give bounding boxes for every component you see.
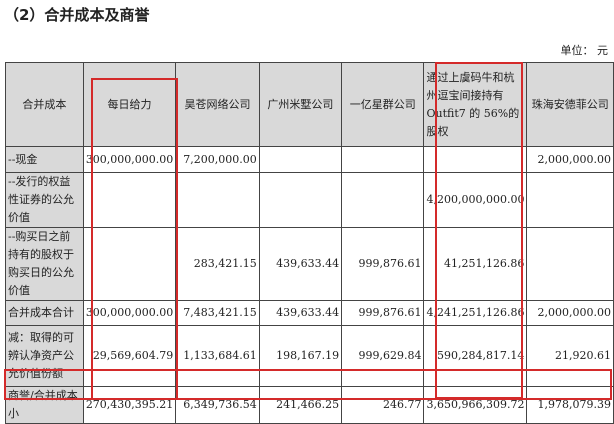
value-cell: 29,569,604.79 [82,325,177,387]
unit-label: 单位： 元 [560,44,609,57]
value-cell [341,172,425,228]
value-cell: 246.77 [341,386,425,424]
value-cell [82,227,177,301]
value-cell: 270,430,395.21 [82,386,177,424]
header-cell: 珠海安德菲公司 [526,62,614,147]
header-cell: 合并成本 [5,62,84,147]
header-row: 合并成本 每日给力 昊苍网络公司 广州米墅公司 一亿星群公司 通过上虞码牛和杭州… [5,62,614,147]
value-cell [82,172,177,228]
row-label: --购买日之前持有的股权于购买日的公允价值 [5,227,84,301]
value-cell: 2,000,000.00 [526,146,614,173]
value-cell: 590,284,817.14 [423,325,528,387]
value-cell [175,172,260,228]
header-cell: 昊苍网络公司 [175,62,260,147]
header-cell: 通过上虞码牛和杭州逗宝间接持有 Outfit7 的 56%的股权 [423,62,528,147]
header-cell: 每日给力 [82,62,177,147]
table-row: --购买日之前持有的股权于购买日的公允价值 283,421.15 439,633.4… [5,227,614,301]
value-cell: 999,876.61 [341,227,425,301]
header-cell: 广州米墅公司 [258,62,343,147]
row-label: 商誉/合并成本小 [5,386,84,424]
table-row: 合并成本合计 300,000,000.00 7,483,421.15 439,633.… [5,300,614,326]
value-cell: 1,133,684.61 [175,325,260,387]
value-cell: 198,167.19 [258,325,343,387]
value-cell: 3,650,966,309.72 [423,386,528,424]
value-cell: 41,251,126.86 [423,227,528,301]
table-row: 减：取得的可辨认净资产公允价值份额 29,569,604.79 1,133,684.… [5,325,614,387]
value-cell: 300,000,000.00 [82,300,177,326]
value-cell: 241,466.25 [258,386,343,424]
value-cell: 4,241,251,126.86 [423,300,528,326]
section-title: （2）合并成本及商誉 [4,6,150,24]
value-cell [258,172,343,228]
goodwill-table: 合并成本 每日给力 昊苍网络公司 广州米墅公司 一亿星群公司 通过上虞码牛和杭州… [5,62,614,424]
row-label: --现金 [5,146,84,173]
row-label: 减：取得的可辨认净资产公允价值份额 [5,325,84,387]
value-cell [423,146,528,173]
value-cell: 439,633.44 [258,300,343,326]
value-cell: 21,920.61 [526,325,614,387]
value-cell: 2,000,000.00 [526,300,614,326]
table-row: 商誉/合并成本小 270,430,395.21 6,349,736.54 241,46… [5,386,614,424]
table-row: --现金 300,000,000.00 7,200,000.00 2,000,000.… [5,146,614,173]
value-cell: 1,978,079.39 [526,386,614,424]
value-cell [526,227,614,301]
value-cell: 300,000,000.00 [82,146,177,173]
row-label: --发行的权益性证券的公允价值 [5,172,84,228]
value-cell: 7,200,000.00 [175,146,260,173]
value-cell: 4,200,000,000.00 [423,172,528,228]
table-row: --发行的权益性证券的公允价值 4,200,000,000.00 [5,172,614,228]
value-cell: 439,633.44 [258,227,343,301]
value-cell [258,146,343,173]
row-label: 合并成本合计 [5,300,84,326]
value-cell: 999,876.61 [341,300,425,326]
header-cell: 一亿星群公司 [341,62,425,147]
value-cell: 7,483,421.15 [175,300,260,326]
value-cell [526,172,614,228]
value-cell: 6,349,736.54 [175,386,260,424]
value-cell: 999,629.84 [341,325,425,387]
value-cell: 283,421.15 [175,227,260,301]
value-cell [341,146,425,173]
